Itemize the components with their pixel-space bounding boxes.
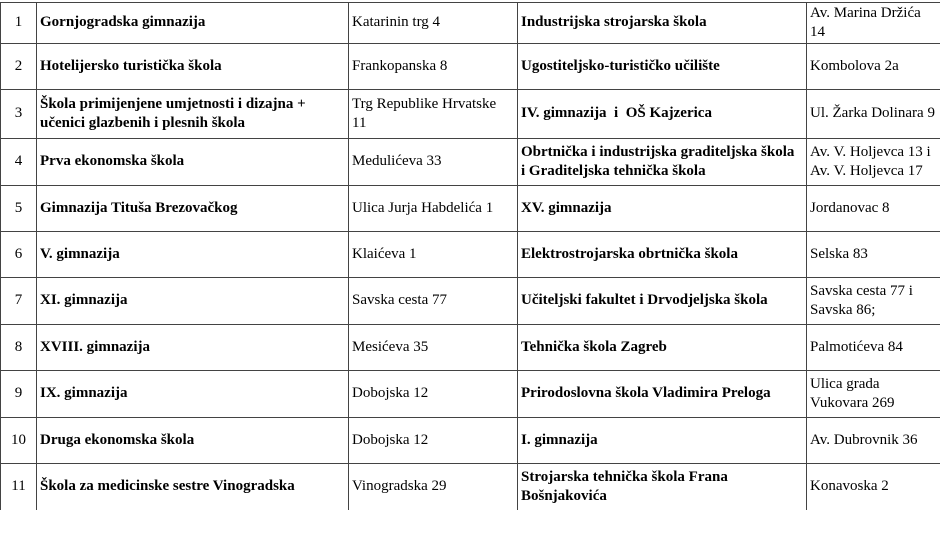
table-row: 3 Škola primijenjene umjetnosti i dizajna… (0, 88, 940, 139)
school-name-cell: IX. gimnazija (36, 369, 349, 418)
address-cell: Selska 83 (806, 230, 940, 278)
school-name-cell: XVIII. gimnazija (36, 323, 349, 371)
address-cell: Dobojska 12 (348, 416, 518, 464)
row-number-cell: 1 (0, 2, 37, 44)
address-cell: Palmotićeva 84 (806, 323, 940, 371)
address-cell: Savska cesta 77 i Savska 86; (806, 276, 940, 325)
address-cell: Medulićeva 33 (348, 137, 518, 186)
school-name-cell: Hotelijersko turistička škola (36, 42, 349, 90)
school-name-cell: Učiteljski fakultet i Drvodjeljska škola (517, 276, 807, 325)
table-row: 2 Hotelijersko turistička škola Frankopans… (0, 42, 940, 90)
address-cell: Ulica Jurja Habdelića 1 (348, 184, 518, 232)
address-cell: Dobojska 12 (348, 369, 518, 418)
table-row: 6 V. gimnazija Klaićeva 1 Elektrostrojarska… (0, 230, 940, 278)
row-number-cell: 7 (0, 276, 37, 325)
address-cell: Frankopanska 8 (348, 42, 518, 90)
address-cell: Kombolova 2a (806, 42, 940, 90)
school-name-cell: V. gimnazija (36, 230, 349, 278)
row-number-cell: 6 (0, 230, 37, 278)
row-number-cell: 11 (0, 462, 37, 510)
row-number-cell: 2 (0, 42, 37, 90)
school-name-cell: Ugostiteljsko-turističko učilište (517, 42, 807, 90)
row-number-cell: 4 (0, 137, 37, 186)
school-name-cell: Tehnička škola Zagreb (517, 323, 807, 371)
table-row: 5 Gimnazija Tituša Brezovačkog Ulica Jurja… (0, 184, 940, 232)
school-name-cell: XV. gimnazija (517, 184, 807, 232)
school-name-cell: Prva ekonomska škola (36, 137, 349, 186)
table-row: 4 Prva ekonomska škola Medulićeva 33 Obrtni… (0, 137, 940, 186)
address-cell: Savska cesta 77 (348, 276, 518, 325)
address-cell: Av. V. Holjevca 13 i Av. V. Holjevca 17 (806, 137, 940, 186)
row-number-cell: 9 (0, 369, 37, 418)
table-row: 7 XI. gimnazija Savska cesta 77 Učiteljski … (0, 276, 940, 325)
address-cell: Klaićeva 1 (348, 230, 518, 278)
school-name-cell: Obrtnička i industrijska graditeljska šk… (517, 137, 807, 186)
table-row: 11 Škola za medicinske sestre Vinogradska… (0, 462, 940, 510)
school-name-cell: Škola primijenjene umjetnosti i dizajna … (36, 88, 349, 139)
address-cell: Konavoska 2 (806, 462, 940, 510)
school-name-cell: I. gimnazija (517, 416, 807, 464)
table-row: 9 IX. gimnazija Dobojska 12 Prirodoslovna š… (0, 369, 940, 418)
address-cell: Vinogradska 29 (348, 462, 518, 510)
address-cell: Ulica grada Vukovara 269 (806, 369, 940, 418)
school-name-cell: Industrijska strojarska škola (517, 2, 807, 44)
school-name-cell: Strojarska tehnička škola Frana Bošnjako… (517, 462, 807, 510)
school-name-cell: Elektrostrojarska obrtnička škola (517, 230, 807, 278)
school-name-cell: Gornjogradska gimnazija (36, 2, 349, 44)
school-name-cell: Škola za medicinske sestre Vinogradska (36, 462, 349, 510)
school-name-cell: XI. gimnazija (36, 276, 349, 325)
address-cell: Katarinin trg 4 (348, 2, 518, 44)
address-cell: Trg Republike Hrvatske 11 (348, 88, 518, 139)
table-row: 8 XVIII. gimnazija Mesićeva 35 Tehnička ško… (0, 323, 940, 371)
address-cell: Jordanovac 8 (806, 184, 940, 232)
address-cell: Ul. Žarka Dolinara 9 (806, 88, 940, 139)
school-name-cell: Prirodoslovna škola Vladimira Preloga (517, 369, 807, 418)
table-row: 10 Druga ekonomska škola Dobojska 12 I. gim… (0, 416, 940, 464)
school-name-cell: Gimnazija Tituša Brezovačkog (36, 184, 349, 232)
row-number-cell: 3 (0, 88, 37, 139)
school-name-cell: Druga ekonomska škola (36, 416, 349, 464)
school-name-cell: IV. gimnazija i OŠ Kajzerica (517, 88, 807, 139)
row-number-cell: 10 (0, 416, 37, 464)
address-cell: Av. Marina Držića 14 (806, 2, 940, 44)
address-cell: Mesićeva 35 (348, 323, 518, 371)
row-number-cell: 5 (0, 184, 37, 232)
address-cell: Av. Dubrovnik 36 (806, 416, 940, 464)
row-number-cell: 8 (0, 323, 37, 371)
